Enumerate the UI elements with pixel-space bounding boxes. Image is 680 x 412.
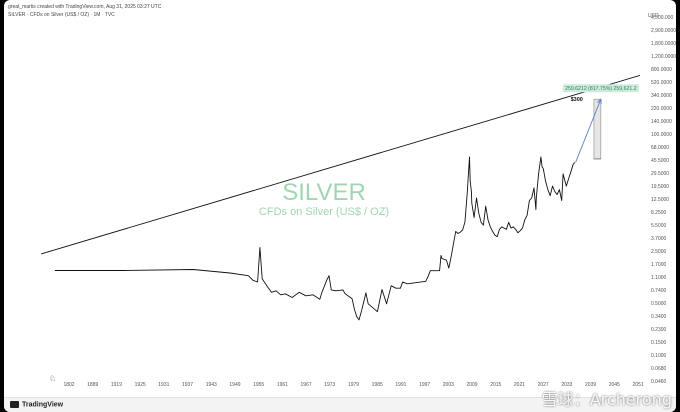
chart-header: great_martis created with TradingView.co… bbox=[8, 3, 161, 19]
x-tick-label: 1967 bbox=[301, 382, 312, 388]
x-tick-label: 1925 bbox=[135, 382, 146, 388]
y-tick-label: 220.0000 bbox=[651, 106, 672, 112]
series-layer bbox=[40, 74, 641, 321]
projection-label-box bbox=[562, 84, 639, 93]
symbol-watermark: SILVER CFDs on Silver (US$ / OZ) bbox=[259, 179, 389, 218]
y-tick-label: 4,500.000 bbox=[651, 15, 673, 21]
annotation-layer: 259.6212 (817.75%) 259,621.2 $300 bbox=[562, 84, 639, 103]
price-chart[interactable]: SILVER CFDs on Silver (US$ / OZ) 4,500.0… bbox=[4, 0, 676, 412]
y-tick-label: 0.7400 bbox=[651, 288, 667, 294]
y-tick-label: 0.0460 bbox=[651, 379, 667, 385]
y-tick-label: 19.5000 bbox=[651, 184, 669, 190]
x-tick-label: 2009 bbox=[466, 382, 477, 388]
currency-label: USD bbox=[648, 13, 659, 19]
y-tick-label: 45.5000 bbox=[651, 158, 669, 164]
tradingview-logo[interactable]: TradingView bbox=[10, 401, 63, 408]
projection-box-layer bbox=[593, 98, 602, 160]
x-tick-label: 1985 bbox=[372, 382, 383, 388]
silver-price-line bbox=[54, 156, 576, 321]
x-tick-label: 2033 bbox=[561, 382, 572, 388]
y-tick-label: 520.0000 bbox=[651, 80, 672, 86]
y-tick-label: 0.2300 bbox=[651, 327, 667, 333]
x-tick-label: 1991 bbox=[395, 382, 406, 388]
x-tick-label: 1973 bbox=[324, 382, 335, 388]
chart-frame: great_martis created with TradingView.co… bbox=[4, 0, 676, 412]
y-tick-label: 1,800.0000 bbox=[651, 41, 676, 47]
x-tick-label: 1961 bbox=[277, 382, 288, 388]
x-tick-label: 2039 bbox=[585, 382, 596, 388]
y-tick-label: 0.5000 bbox=[651, 301, 667, 307]
y-tick-label: 68.0000 bbox=[651, 145, 669, 151]
y-tick-label: 800.0000 bbox=[651, 67, 672, 73]
y-tick-label: 2,900.0000 bbox=[651, 28, 676, 34]
x-tick-label: 1931 bbox=[158, 382, 169, 388]
y-tick-label: 140.0000 bbox=[651, 119, 672, 125]
x-tick-label: 2021 bbox=[514, 382, 525, 388]
y-tick-label: 0.1000 bbox=[651, 353, 667, 359]
y-tick-label: 3.7000 bbox=[651, 236, 667, 242]
x-tick-label: 1937 bbox=[182, 382, 193, 388]
tradingview-logo-text: TradingView bbox=[22, 401, 64, 409]
x-tick-label: 1979 bbox=[348, 382, 359, 388]
y-axis-ticks: 4,500.000 2,900.0000 1,800.0000 1,200.0000 8… bbox=[651, 15, 676, 385]
y-tick-label: 8.2500 bbox=[651, 210, 667, 216]
y-tick-label: 340.0000 bbox=[651, 93, 672, 99]
x-tick-label: 1889 bbox=[87, 382, 98, 388]
x-tick-label: 2015 bbox=[490, 382, 501, 388]
x-tick-label: 1919 bbox=[111, 382, 122, 388]
x-axis-ticks: 1802 1889 1919 1925 1931 1937 1943 1949 1955 1961… bbox=[63, 382, 643, 388]
y-tick-label: 0.1500 bbox=[651, 340, 667, 346]
x-tick-label: 2003 bbox=[443, 382, 454, 388]
y-tick-label: 29.5000 bbox=[651, 171, 669, 177]
x-tick-label: 2045 bbox=[609, 382, 620, 388]
x-tick-label: 2027 bbox=[538, 382, 549, 388]
long-term-trendline bbox=[40, 74, 641, 255]
y-tick-label: 2.5000 bbox=[651, 249, 667, 255]
projection-label: 259.6212 (817.75%) 259,621.2 bbox=[565, 86, 637, 92]
x-tick-label: 1802 bbox=[63, 382, 74, 388]
symbol-line: SILVER · CFDs on Silver (US$ / OZ) · 1M … bbox=[8, 12, 115, 18]
watermark-symbol: SILVER bbox=[282, 179, 366, 206]
y-tick-label: 1,200.0000 bbox=[651, 54, 676, 60]
tradingview-corner-icon: ♘ bbox=[49, 374, 56, 383]
x-tick-label: 2051 bbox=[632, 382, 643, 388]
x-tick-label: 1943 bbox=[206, 382, 217, 388]
y-tick-label: 1.1000 bbox=[651, 275, 667, 281]
y-tick-label: 0.0680 bbox=[651, 366, 667, 372]
overlay-watermark: 雪球：Archerong bbox=[541, 390, 672, 409]
footer-bar: TradingView bbox=[4, 397, 676, 412]
x-tick-label: 1997 bbox=[419, 382, 430, 388]
tradingview-logo-icon bbox=[10, 401, 19, 408]
y-tick-label: 100.0000 bbox=[651, 132, 672, 138]
author-line: great_martis created with TradingView.co… bbox=[8, 4, 162, 10]
y-tick-label: 0.3400 bbox=[651, 314, 667, 320]
x-tick-label: 1949 bbox=[229, 382, 240, 388]
watermark-description: CFDs on Silver (US$ / OZ) bbox=[259, 206, 389, 218]
y-tick-label: 5.5000 bbox=[651, 223, 667, 229]
projection-arrow bbox=[575, 99, 602, 163]
target-price-label: $300 bbox=[571, 97, 583, 103]
y-tick-label: 1.7000 bbox=[651, 262, 667, 268]
y-tick-label: 12.5000 bbox=[651, 197, 669, 203]
x-tick-label: 1955 bbox=[253, 382, 264, 388]
projection-arrowhead bbox=[596, 98, 602, 105]
